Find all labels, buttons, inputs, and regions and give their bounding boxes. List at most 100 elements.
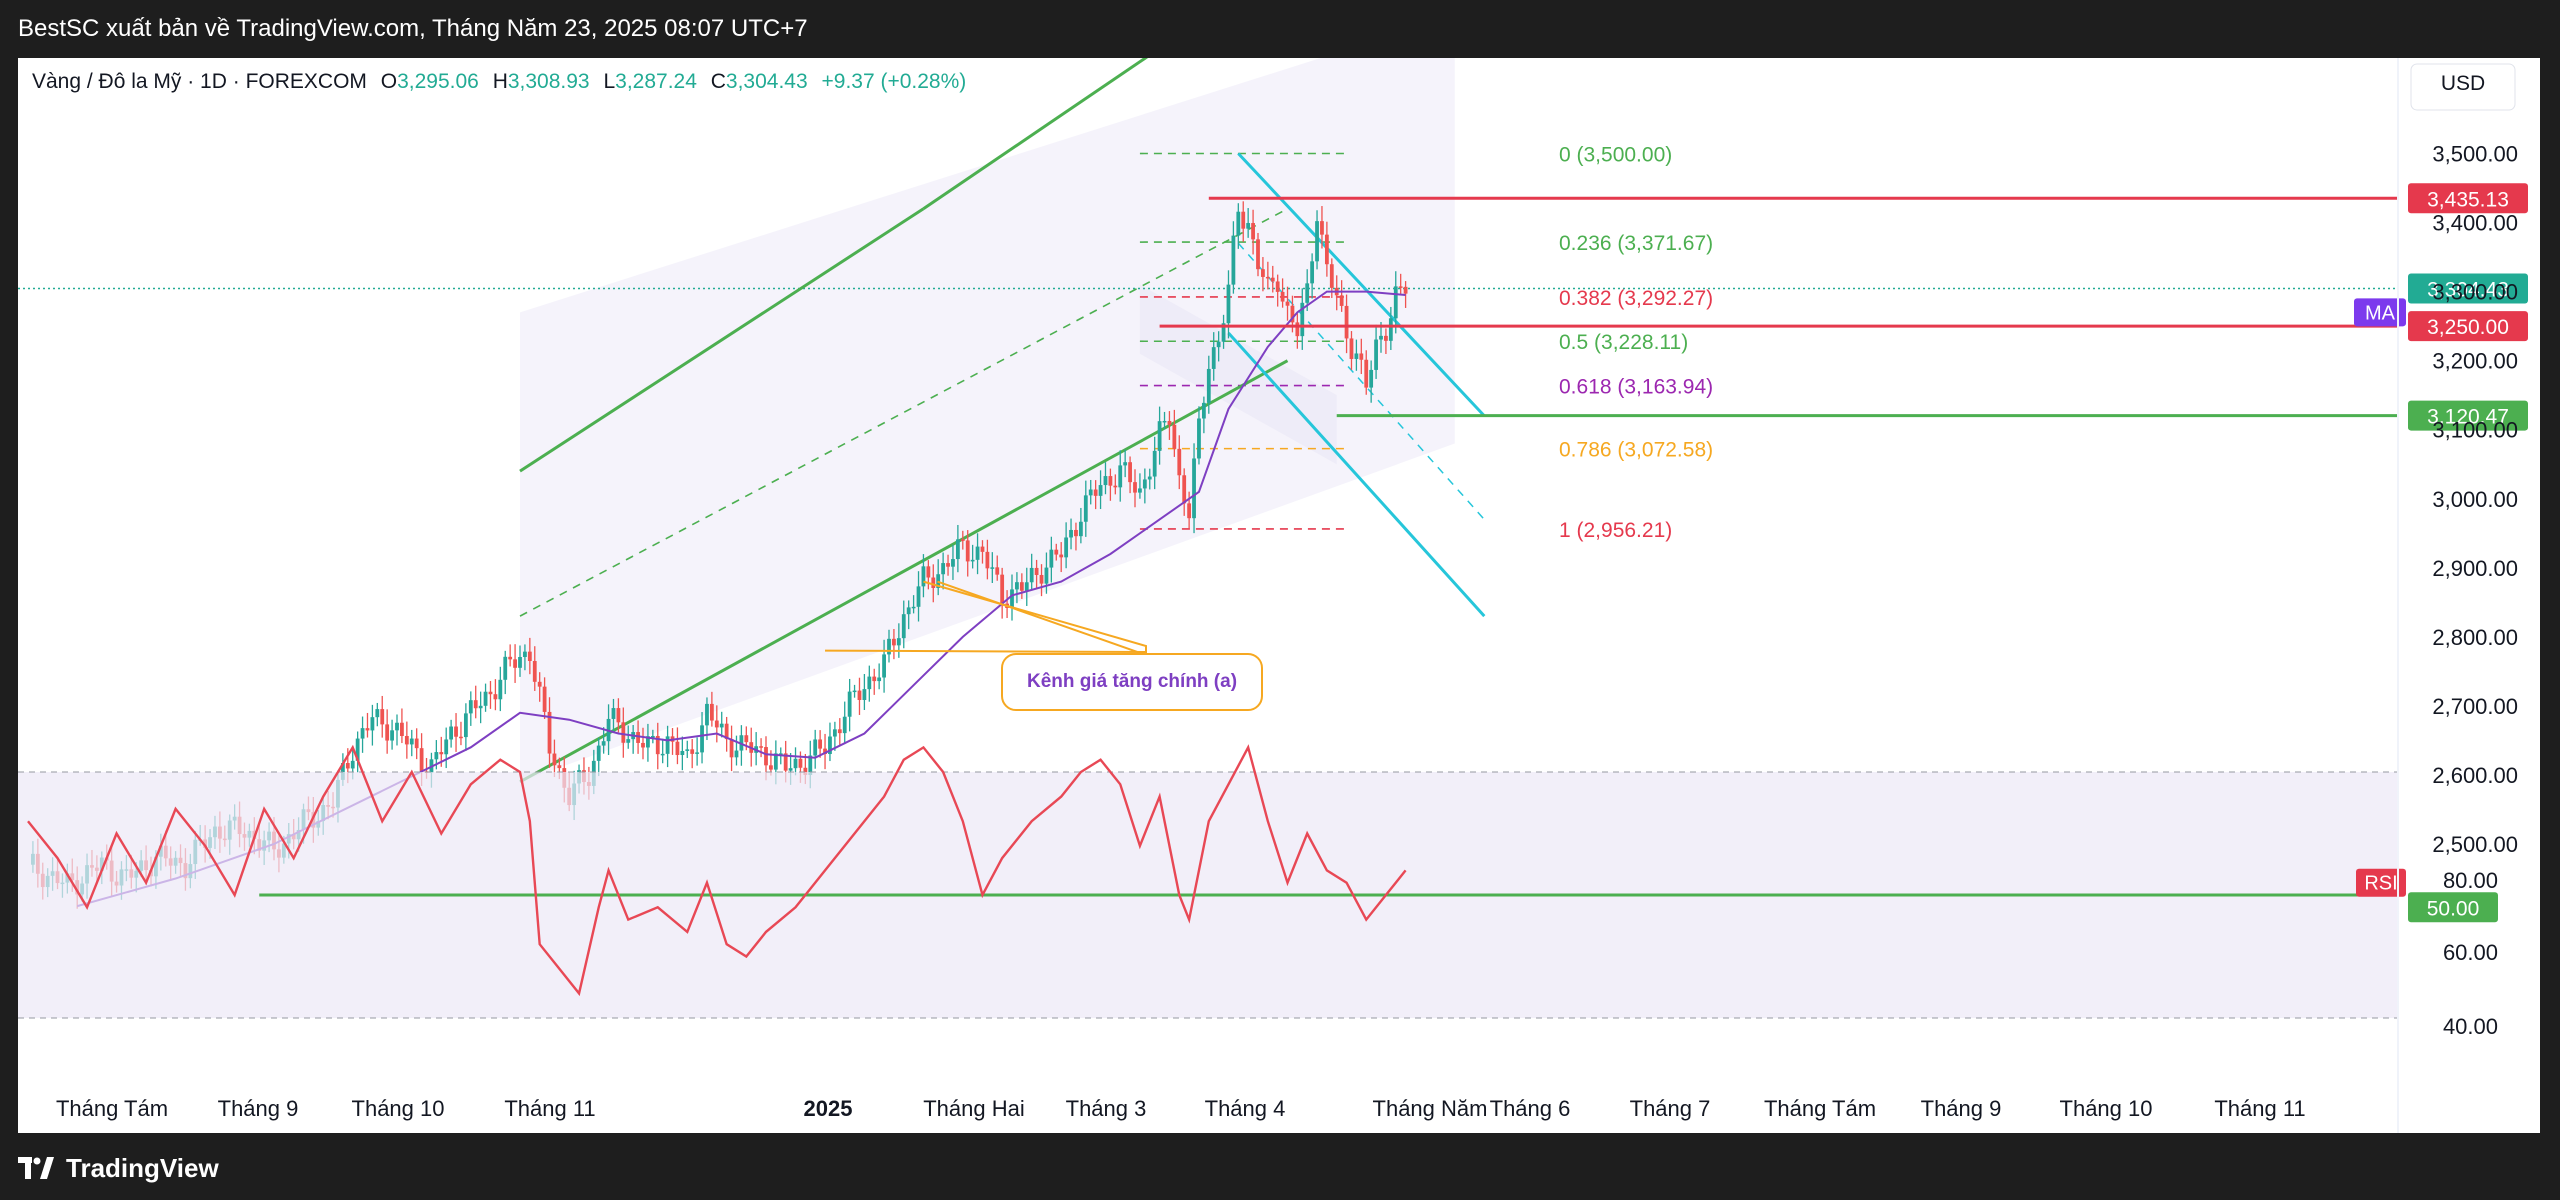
candle-body [1128, 462, 1132, 483]
candle-body [783, 753, 788, 771]
tradingview-logo-icon [18, 1157, 54, 1179]
candle-body [527, 651, 532, 661]
candle-body [650, 735, 655, 738]
candle-body [808, 755, 813, 776]
candle-body [611, 708, 616, 719]
candle-body [709, 703, 714, 721]
candle-body [1231, 235, 1236, 285]
annotation-pointer-4 [937, 580, 1147, 656]
candle-body [1315, 221, 1319, 262]
price-axis-tick: 2,900.00 [2432, 556, 2518, 581]
candle-body [955, 539, 960, 560]
candle-body [1113, 485, 1118, 488]
candle-body [675, 741, 680, 756]
candle-body [1364, 359, 1369, 388]
candle-body [1206, 368, 1211, 403]
candle-body [837, 729, 842, 734]
candle-body [960, 539, 965, 541]
time-axis-label: Tháng Tám [1764, 1096, 1876, 1121]
rsi-tag [2356, 868, 2406, 897]
candle-body [478, 705, 483, 709]
publisher-bar: BestSC xuất bản về TradingView.com, Thán… [0, 0, 2560, 58]
fib-level-label: 0.236 (3,371.67) [1559, 232, 1713, 255]
candle-body [493, 694, 498, 700]
candle-body [459, 736, 463, 739]
candle-body [434, 752, 439, 760]
candle-body [646, 736, 650, 748]
down-channel-lower [1227, 332, 1486, 618]
candle-body [1270, 277, 1275, 282]
candle-body [803, 767, 808, 776]
candle-body [547, 711, 552, 754]
candle-body [882, 654, 886, 678]
candle-body [734, 750, 739, 758]
fib-level-label: 1 (2,956.21) [1559, 519, 1672, 542]
candle-body [1103, 476, 1108, 486]
candle-body [705, 703, 709, 726]
candle-body [1369, 369, 1374, 388]
price-axis-tick: 2,700.00 [2432, 694, 2518, 719]
candle-body [1187, 503, 1192, 519]
time-axis-label: Tháng 9 [218, 1096, 299, 1121]
candle-body [852, 690, 857, 693]
candle-body [365, 728, 370, 731]
rsi-level-tag-label: 50.00 [2427, 897, 2480, 920]
fib-level-label: 0.5 (3,228.11) [1559, 331, 1688, 354]
candle-body [1275, 281, 1280, 292]
time-axis-label: Tháng 10 [352, 1096, 445, 1121]
price-tag [2408, 311, 2528, 342]
close-value: 3,304.43 [726, 70, 808, 93]
candle-body [1329, 264, 1334, 288]
candle-body [1162, 420, 1167, 423]
rsi-tag-label: RSI [2364, 873, 2397, 895]
currency-button[interactable] [2410, 63, 2516, 111]
candle-body [439, 752, 444, 755]
candle-body [1147, 476, 1152, 480]
candle-body [409, 738, 414, 745]
candle-body [518, 656, 522, 668]
candle-body [1024, 582, 1029, 591]
candle-body [1074, 529, 1078, 537]
chart-panel[interactable]: Vàng / Đô la Mỹ · 1D · FOREXCOM O3,295.0… [18, 58, 2540, 1133]
candle-body [1290, 305, 1295, 323]
time-axis-label: Tháng 10 [2060, 1096, 2153, 1121]
candle-body [1305, 283, 1310, 303]
candle-body [1118, 465, 1123, 488]
moving-average-line [76, 290, 1406, 908]
candle-body [621, 722, 626, 743]
price-chart[interactable]: Vàng / Đô la Mỹ · 1D · FOREXCOM O3,295.0… [18, 58, 2540, 1133]
candle-body [395, 722, 399, 731]
candle-body [946, 563, 950, 567]
ma-tag-label: MA [2365, 302, 2396, 324]
candle-body [1256, 239, 1260, 270]
candle-body [355, 738, 360, 761]
price-axis-tick: 2,600.00 [2432, 763, 2518, 788]
candle-body [340, 763, 345, 780]
price-axis-tick: 3,100.00 [2432, 418, 2518, 443]
candle-body [1059, 554, 1064, 558]
candle-body [926, 566, 931, 578]
candle-body [965, 540, 970, 562]
candle-body [400, 722, 404, 736]
candle-body [1201, 402, 1206, 419]
candle-body [360, 728, 365, 739]
candle-body [1029, 567, 1034, 583]
time-axis-label: Tháng 3 [1066, 1096, 1147, 1121]
candle-body [601, 741, 606, 746]
price-axis-tick: 3,000.00 [2432, 487, 2518, 512]
candle-body [1320, 221, 1324, 235]
footer-brand-text: TradingView [66, 1152, 219, 1183]
candle-body [1064, 537, 1069, 558]
candle-body [390, 730, 394, 741]
open-value: 3,295.06 [397, 70, 479, 93]
candle-body [616, 708, 621, 723]
high-value: 3,308.93 [508, 70, 590, 93]
price-axis-tick: 2,500.00 [2432, 832, 2518, 857]
candle-body [1398, 286, 1403, 288]
candle-body [503, 656, 508, 680]
candle-body [1349, 338, 1354, 359]
time-axis-label: Tháng 11 [504, 1096, 595, 1121]
candle-body [1359, 353, 1364, 360]
candle-body [552, 753, 557, 766]
candle-body [375, 709, 380, 718]
